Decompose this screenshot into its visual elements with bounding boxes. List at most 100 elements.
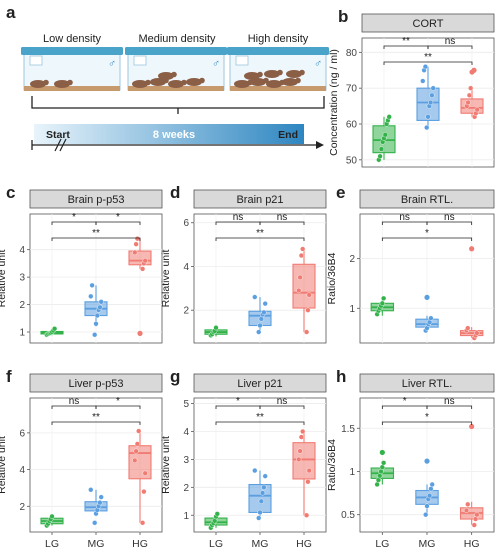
y-tick-label: 1 [349, 304, 355, 315]
significance-bracket [259, 221, 305, 225]
mouse-head [299, 69, 305, 76]
data-point [428, 486, 434, 492]
significance-bracket [427, 45, 473, 49]
data-point [375, 477, 382, 483]
data-point [296, 287, 302, 294]
facet-strip [193, 189, 327, 209]
y-tick-label: 6 [19, 428, 25, 439]
group-bracket [31, 96, 325, 114]
data-point [377, 153, 383, 159]
y-tick-label: 1 [183, 511, 189, 522]
significance-label: ns [445, 36, 456, 47]
significance-bracket [215, 237, 305, 241]
data-point [300, 428, 306, 435]
box-mg [248, 483, 272, 514]
data-point [428, 315, 434, 321]
data-point [98, 494, 104, 500]
panel-letter: g [170, 367, 180, 386]
data-point [134, 236, 141, 242]
x-tick-label: LG [209, 538, 223, 550]
data-point [465, 99, 471, 106]
outlier-point [379, 449, 385, 456]
data-point [94, 312, 100, 319]
data-point [51, 326, 58, 332]
box-hg [128, 445, 152, 480]
y-axis-label: Concentration (ng / ml) [328, 49, 340, 156]
timeline-bar [34, 124, 304, 144]
data-point [213, 325, 219, 331]
data-point [422, 64, 429, 70]
facet-strip [359, 189, 495, 209]
cage-lid [125, 47, 227, 55]
mouse-head [43, 79, 49, 86]
data-point [142, 258, 148, 264]
data-point [252, 467, 258, 474]
chart-title: CORT [413, 18, 444, 30]
mouse-head [171, 71, 177, 78]
data-point [140, 266, 146, 272]
panel-b: b CORT 50 60 70 80 Concentration (ng / ml) ** ns… [328, 7, 495, 168]
y-axis-label: Ratio/36B4 [326, 252, 338, 304]
x-tick-label: MG [88, 538, 105, 550]
data-point [260, 490, 266, 496]
significance-label: ns [69, 396, 80, 407]
data-point [257, 509, 263, 516]
data-point [424, 503, 430, 509]
data-point [256, 329, 262, 335]
mouse-body [282, 78, 298, 86]
data-point [49, 513, 55, 519]
data-point [374, 481, 380, 488]
data-point [430, 85, 436, 91]
data-point [142, 470, 148, 476]
cage-label-medium: Medium density [138, 33, 216, 45]
mouse-head [67, 79, 73, 86]
significance-label: * [72, 212, 76, 223]
data-point [424, 124, 430, 131]
male-symbol: ♂ [314, 58, 322, 70]
data-point [261, 309, 267, 315]
data-point [298, 252, 305, 259]
mouse-body [54, 80, 70, 88]
box-hg [292, 263, 316, 309]
significance-label: * [236, 396, 240, 407]
cage-illustrations: ♂ ♂ ♂ [21, 47, 329, 91]
data-point [379, 464, 385, 470]
cage-bedding [24, 86, 120, 91]
y-axis-label: Relative unit [160, 250, 172, 308]
data-point [471, 522, 477, 528]
data-point [423, 512, 429, 518]
x-tick-label: LG [45, 538, 59, 550]
data-point [381, 295, 387, 301]
data-point [465, 501, 471, 507]
significance-label: ns [277, 396, 288, 407]
data-point [382, 132, 388, 138]
y-tick-label: 4 [183, 262, 189, 273]
y-axis-label: Ratio/36B4 [326, 439, 338, 491]
significance-label: * [116, 212, 120, 223]
facet-strip [29, 373, 163, 393]
significance-label: ** [92, 228, 100, 239]
outlier-point [424, 294, 430, 300]
data-point [378, 468, 384, 475]
data-point [378, 146, 385, 152]
significance-label: ns [444, 396, 455, 407]
panel-e: e Brain RTL. 1 2 Ratio/36B4 ns ns * [326, 183, 495, 344]
cage-label-low: Low density [43, 33, 102, 45]
significance-label: ns [444, 212, 455, 223]
x-tick-label: MG [419, 538, 436, 550]
facet-strip [361, 13, 495, 33]
data-point [300, 246, 306, 252]
significance-bracket [383, 61, 473, 65]
x-tick-label: HG [296, 538, 312, 550]
data-point [132, 457, 138, 464]
y-tick-label: 0.5 [341, 510, 355, 521]
mouse-body [158, 72, 174, 80]
y-tick-label: 3 [19, 273, 25, 284]
significance-bracket [51, 237, 141, 241]
data-point [306, 467, 312, 474]
significance-label: * [425, 412, 429, 423]
significance-label: ** [92, 412, 100, 423]
data-point [379, 300, 385, 306]
significance-bracket [51, 421, 141, 425]
